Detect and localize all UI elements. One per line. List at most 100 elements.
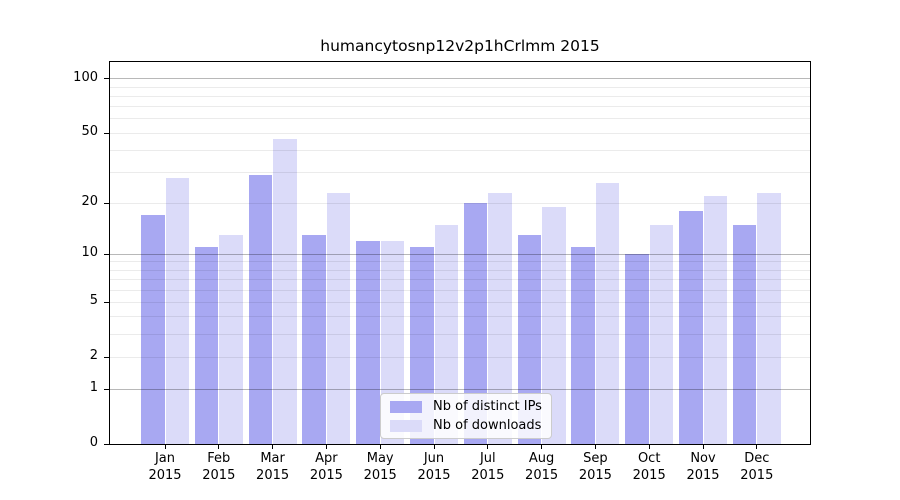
- x-tick-label-mar: Mar 2015: [245, 450, 301, 484]
- x-tick-year-mar: 2015: [256, 468, 290, 483]
- x-tick-month-may: May: [366, 451, 394, 466]
- legend-entry-downloads: Nb of downloads: [390, 418, 542, 433]
- gridline-minor-5: [110, 301, 810, 303]
- legend: Nb of distinct IPs Nb of downloads: [380, 393, 552, 439]
- x-tick-mark-nov: [702, 445, 704, 449]
- x-tick-label-jan: Jan 2015: [137, 450, 193, 484]
- x-tick-mark-mar: [272, 445, 274, 449]
- x-tick-mark-dec: [756, 445, 758, 449]
- bar-distinct-ips-jan: [141, 215, 165, 444]
- bar-downloads-apr: [326, 192, 351, 444]
- gridline-minor-3: [110, 333, 810, 335]
- x-tick-month-dec: Dec: [744, 451, 770, 466]
- x-tick-year-apr: 2015: [309, 468, 343, 483]
- bar-downloads-mar: [273, 139, 297, 444]
- y-tick-label-20: 20: [81, 194, 98, 210]
- y-tick-label-100: 100: [73, 69, 98, 85]
- x-tick-mark-may: [379, 445, 381, 449]
- x-tick-mark-sep: [594, 445, 596, 449]
- legend-swatch-downloads: [390, 419, 422, 432]
- bar-downloads-feb: [219, 235, 243, 444]
- x-tick-year-oct: 2015: [632, 468, 666, 483]
- y-tick-mark-5: [104, 301, 109, 303]
- gridline-major-1: [110, 388, 810, 390]
- x-tick-mark-feb: [218, 445, 220, 449]
- y-tick-mark-20: [104, 202, 109, 204]
- y-tick-label-5: 5: [89, 293, 98, 309]
- y-tick-label-0: 0: [89, 435, 98, 450]
- gridline-minor-7: [110, 279, 810, 281]
- x-tick-label-feb: Feb 2015: [191, 450, 247, 484]
- bar-distinct-ips-dec: [732, 224, 757, 444]
- x-tick-month-jun: Jun: [423, 451, 445, 466]
- x-tick-year-jul: 2015: [471, 468, 505, 483]
- x-tick-label-apr: Apr 2015: [298, 450, 354, 484]
- bar-downloads-jul: [488, 192, 512, 444]
- bar-distinct-ips-apr: [302, 235, 326, 444]
- x-tick-mark-jan: [164, 445, 166, 449]
- x-tick-mark-apr: [325, 445, 327, 449]
- x-tick-year-dec: 2015: [740, 468, 774, 483]
- y-tick-label-2: 2: [89, 348, 98, 364]
- x-tick-month-sep: Sep: [583, 451, 608, 466]
- gridline-minor-4: [110, 316, 810, 318]
- legend-label-distinct-ips: Nb of distinct IPs: [433, 399, 542, 414]
- x-tick-label-jun: Jun 2015: [406, 450, 462, 484]
- x-tick-label-aug: Aug 2015: [514, 450, 570, 484]
- gridline-minor-80: [110, 95, 810, 97]
- gridline-minor-90: [110, 86, 810, 88]
- bar-distinct-ips-feb: [194, 247, 219, 444]
- x-tick-year-feb: 2015: [202, 468, 236, 483]
- x-tick-year-aug: 2015: [525, 468, 559, 483]
- chart-title: humancytosnp12v2p1hCrlmm 2015: [320, 37, 600, 55]
- gridline-minor-20: [110, 202, 810, 204]
- bar-downloads-jan: [165, 177, 189, 444]
- gridline-minor-6: [110, 289, 810, 291]
- gridline-minor-30: [110, 171, 810, 173]
- x-tick-mark-jun: [433, 445, 435, 449]
- legend-swatch-distinct-ips: [390, 400, 422, 413]
- plot-area: Nb of distinct IPs Nb of downloads: [109, 61, 811, 445]
- gridline-minor-9: [110, 261, 810, 263]
- x-tick-month-aug: Aug: [528, 451, 555, 466]
- bar-downloads-dec: [757, 192, 781, 444]
- y-tick-mark-50: [104, 132, 109, 134]
- gridline-major-100: [110, 78, 810, 80]
- bar-downloads-nov: [703, 196, 727, 444]
- y-tick-mark-100: [104, 78, 109, 80]
- x-tick-month-jan: Jan: [154, 451, 176, 466]
- x-tick-label-sep: Sep 2015: [567, 450, 623, 484]
- bar-downloads-sep: [595, 183, 620, 444]
- x-tick-label-dec: Dec 2015: [729, 450, 785, 484]
- y-tick-label-50: 50: [81, 124, 98, 140]
- bars-layer: [110, 62, 810, 444]
- gridline-major-10: [110, 253, 810, 255]
- x-tick-month-nov: Nov: [690, 451, 716, 466]
- bar-distinct-ips-oct: [625, 254, 649, 444]
- x-tick-label-nov: Nov 2015: [675, 450, 731, 484]
- bar-distinct-ips-nov: [679, 211, 703, 444]
- gridlines-layer: [110, 62, 810, 444]
- gridline-minor-8: [110, 269, 810, 271]
- bar-distinct-ips-mar: [248, 174, 273, 444]
- bar-distinct-ips-jul: [463, 203, 488, 444]
- x-tick-month-apr: Apr: [315, 451, 338, 466]
- gridline-minor-60: [110, 118, 810, 120]
- x-tick-month-oct: Oct: [637, 451, 661, 466]
- x-tick-month-feb: Feb: [207, 451, 231, 466]
- gridline-minor-70: [110, 106, 810, 108]
- x-tick-year-sep: 2015: [578, 468, 612, 483]
- bar-downloads-aug: [542, 207, 566, 444]
- bar-distinct-ips-aug: [517, 235, 542, 444]
- gridline-minor-50: [110, 132, 810, 134]
- bar-distinct-ips-may: [356, 241, 380, 444]
- bar-downloads-oct: [649, 224, 674, 444]
- x-tick-year-jun: 2015: [417, 468, 451, 483]
- bar-distinct-ips-sep: [571, 247, 595, 444]
- x-tick-month-mar: Mar: [260, 451, 285, 466]
- x-tick-label-oct: Oct 2015: [621, 450, 677, 484]
- y-tick-mark-2: [104, 356, 109, 358]
- y-tick-label-1: 1: [89, 380, 98, 396]
- y-tick-mark-1: [104, 388, 109, 390]
